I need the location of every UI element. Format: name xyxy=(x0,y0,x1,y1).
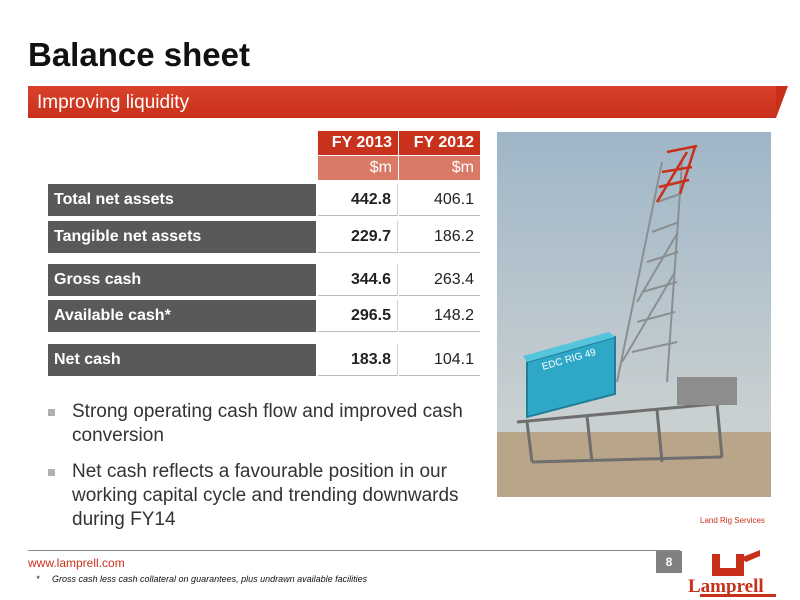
lamprell-logo-icon xyxy=(700,550,776,597)
row-label: Gross cash xyxy=(48,264,316,296)
value-fy2012: 263.4 xyxy=(399,264,480,296)
row-label: Available cash* xyxy=(48,300,316,332)
value-fy2013: 344.6 xyxy=(318,264,398,296)
banner-text: Improving liquidity xyxy=(37,92,190,113)
row-label: Net cash xyxy=(48,344,316,376)
row-label: Total net assets xyxy=(48,184,316,216)
table-row: Tangible net assets 229.7 186.2 xyxy=(48,221,480,253)
footer-url-link[interactable]: www.lamprell.com xyxy=(28,556,125,570)
banner-tail xyxy=(776,86,788,118)
value-fy2013: 442.8 xyxy=(318,184,398,216)
footer-divider xyxy=(28,550,680,551)
bullet-text: Net cash reflects a favourable position … xyxy=(72,461,459,530)
header-fy2012: FY 2012 xyxy=(399,131,480,155)
value-fy2013: 229.7 xyxy=(318,221,398,253)
footnote-mark: * xyxy=(36,574,40,584)
unit-fy2013: $m xyxy=(318,156,398,180)
table-row: Available cash* 296.5 148.2 xyxy=(48,300,480,332)
photo-caption: Land Rig Services xyxy=(700,516,765,525)
value-fy2013: 183.8 xyxy=(318,344,398,376)
value-fy2012: 186.2 xyxy=(399,221,480,253)
value-fy2012: 104.1 xyxy=(399,344,480,376)
value-fy2012: 406.1 xyxy=(399,184,480,216)
row-label: Tangible net assets xyxy=(48,221,316,253)
bullet-square-icon xyxy=(48,409,55,416)
table-row: Total net assets 442.8 406.1 xyxy=(48,184,480,216)
value-fy2013: 296.5 xyxy=(318,300,398,332)
table-row: Net cash 183.8 104.1 xyxy=(48,344,480,376)
bullet-text: Strong operating cash flow and improved … xyxy=(72,401,463,446)
slide-title: Balance sheet xyxy=(28,36,250,73)
logo-text: Lamprell xyxy=(688,576,764,597)
rig-illustration: EDC RIG 49 xyxy=(497,132,771,497)
bullet-item: Net cash reflects a favourable position … xyxy=(48,460,488,532)
subtitle-banner: Improving liquidity xyxy=(28,86,776,118)
header-fy2013: FY 2013 xyxy=(318,131,398,155)
bullet-list: Strong operating cash flow and improved … xyxy=(48,400,488,544)
unit-fy2012: $m xyxy=(399,156,480,180)
value-fy2012: 148.2 xyxy=(399,300,480,332)
drilling-rig-photo: EDC RIG 49 xyxy=(497,132,771,497)
page-number: 8 xyxy=(656,551,682,573)
table-row: Gross cash 344.6 263.4 xyxy=(48,264,480,296)
footnote-text: Gross cash less cash collateral on guara… xyxy=(52,574,368,584)
bullet-square-icon xyxy=(48,469,55,476)
bullet-item: Strong operating cash flow and improved … xyxy=(48,400,488,448)
